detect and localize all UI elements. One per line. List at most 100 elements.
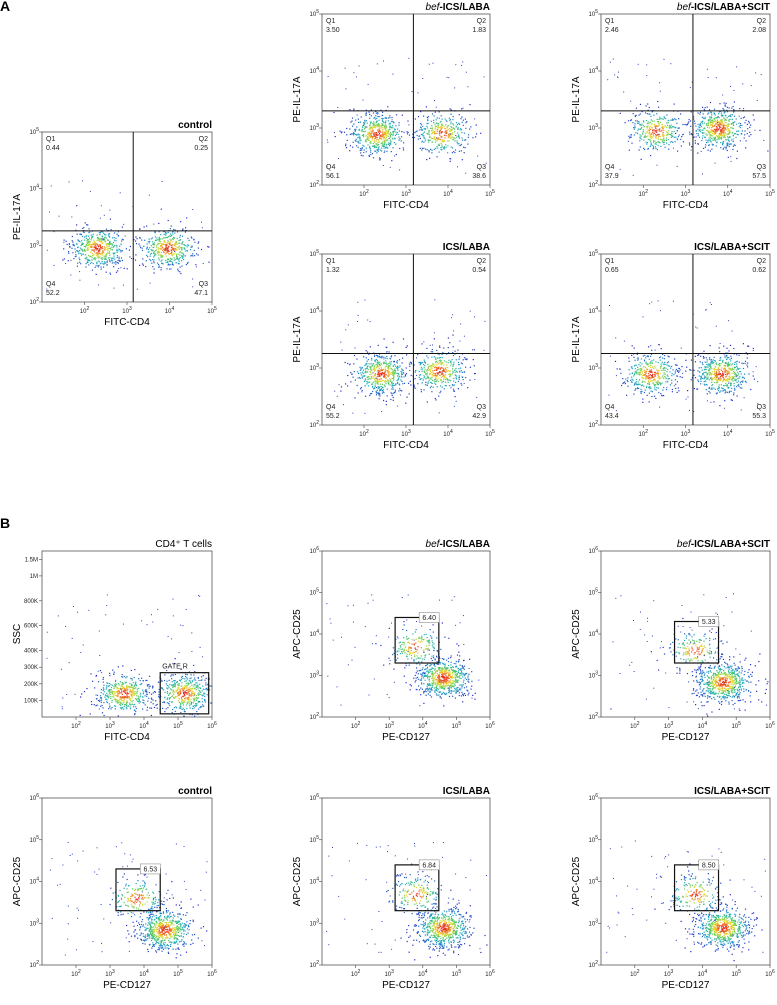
plot-frame [322,14,490,185]
event-point [357,302,358,303]
event-point [389,372,390,373]
event-point [414,132,415,133]
event-point [376,355,377,356]
event-point [77,250,78,251]
event-point [446,377,447,378]
event-point [434,149,435,150]
event-point [716,377,717,378]
event-point [408,132,409,133]
event-point [112,237,113,238]
event-point [369,112,370,113]
event-point [429,134,430,135]
event-point [360,143,361,144]
event-point [389,129,390,130]
event-point [369,363,370,364]
event-point [657,119,658,120]
event-point [194,255,195,256]
event-point [649,139,650,140]
event-point [727,107,728,108]
event-point [430,140,431,141]
event-point [663,378,664,379]
event-point [345,362,346,363]
event-point [456,126,457,127]
event-point [392,381,393,382]
event-point [677,151,678,152]
event-point [198,241,199,242]
event-point [118,268,119,269]
event-point [392,372,393,373]
event-point [98,285,99,286]
event-point [391,388,392,389]
event-point [382,129,383,130]
event-point [432,113,433,114]
event-point [345,329,346,330]
event-point [719,111,720,112]
event-point [739,108,740,109]
event-point [182,253,183,254]
event-point [391,386,392,387]
event-point [702,378,703,379]
event-point [424,132,425,133]
event-point [89,238,90,239]
event-point [484,321,485,322]
event-point [636,381,637,382]
event-point [452,359,453,360]
event-point [715,124,716,125]
event-point [469,129,470,130]
event-point [711,135,712,136]
event-point [663,364,664,365]
event-point [672,391,673,392]
event-point [480,133,481,134]
event-point [740,127,741,128]
event-point [384,385,385,386]
event-point [59,216,60,217]
event-point [621,385,622,386]
event-point [168,220,169,221]
event-point [353,363,354,364]
event-point [180,273,181,274]
event-point [705,144,706,145]
event-point [70,275,71,276]
event-point [383,165,384,166]
event-point [632,373,633,374]
event-point [380,381,381,382]
event-point [355,130,356,131]
event-point [434,100,435,101]
event-point [661,118,662,119]
event-point [447,367,448,368]
event-point [394,364,395,365]
event-point [372,387,373,388]
event-point [104,248,105,249]
event-point [743,108,744,109]
event-point [756,366,757,367]
event-point [370,372,371,373]
event-point [737,131,738,132]
event-point [434,356,435,357]
event-point [657,165,658,166]
event-point [345,383,346,384]
event-point [640,391,641,392]
event-point [377,355,378,356]
event-point [388,365,389,366]
event-point [149,195,150,196]
event-point [396,384,397,385]
event-point [746,120,747,121]
event-point [710,119,711,120]
event-point [706,364,707,365]
event-point [450,161,451,162]
event-point [91,246,92,247]
event-point [637,354,638,355]
event-point [405,403,406,404]
event-point [669,371,670,372]
event-point [456,137,457,138]
event-point [363,356,364,357]
event-point [392,384,393,385]
event-point [371,115,372,116]
event-point [444,371,445,372]
event-point [456,122,457,123]
event-point [420,364,421,365]
event-point [651,144,652,145]
event-point [643,121,644,122]
event-point [79,271,80,272]
event-point [699,113,700,114]
